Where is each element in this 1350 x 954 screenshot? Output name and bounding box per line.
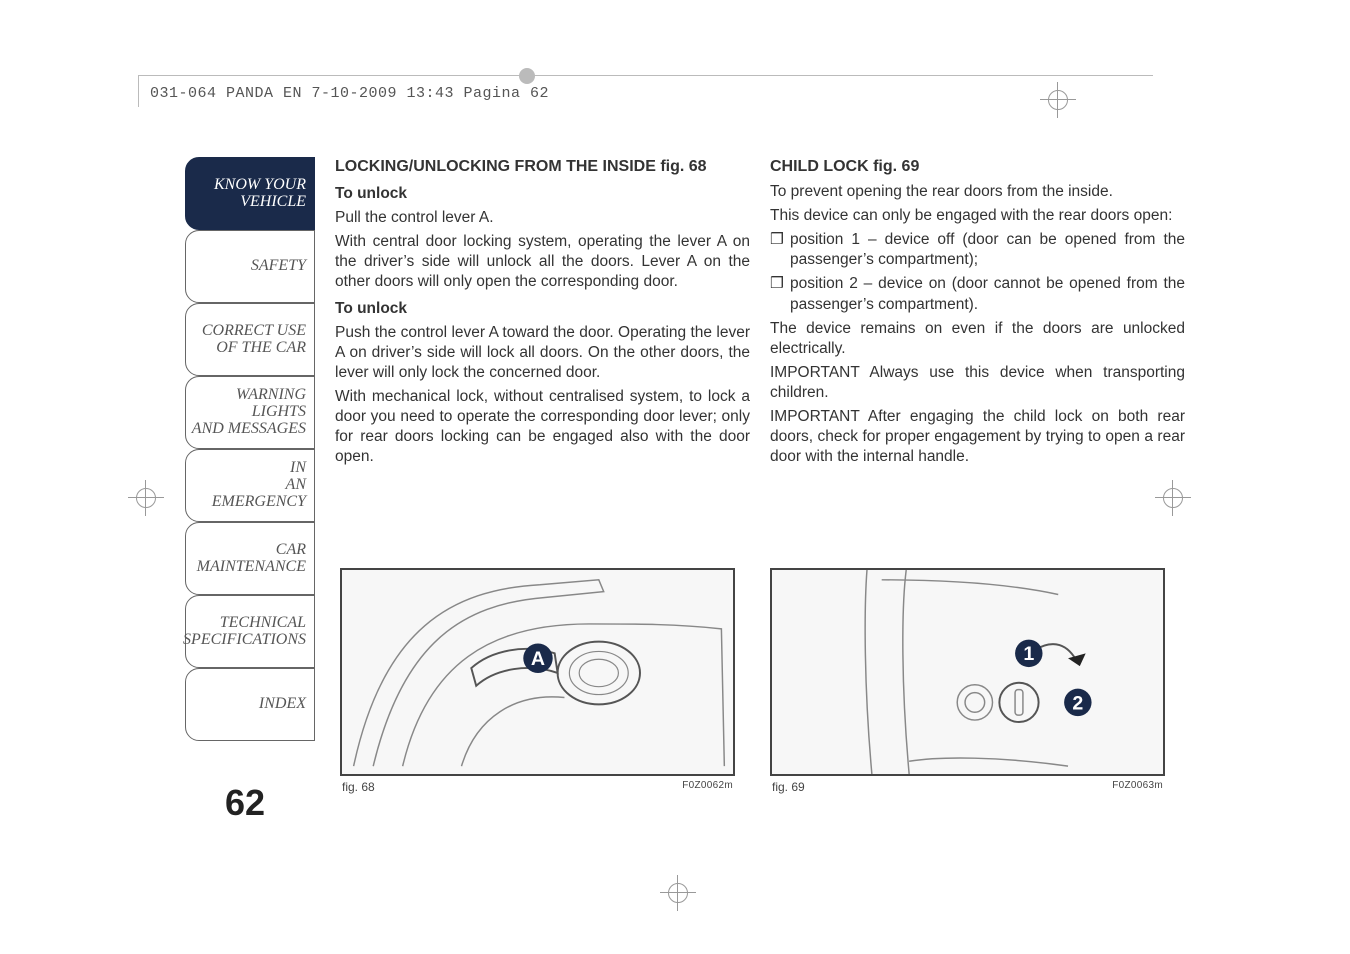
tab-label: KNOW YOUR [214,177,306,194]
tab-label: SPECIFICATIONS [183,632,306,649]
figure-code: F0Z0062m [682,780,733,794]
figure-68: A [340,568,735,776]
section-tabs: KNOW YOUR VEHICLE SAFETY CORRECT USE OF … [185,157,315,741]
tab-label: WARNING LIGHTS [190,387,306,421]
body-text: With central door locking system, operat… [335,232,750,292]
body-text: This device can only be engaged with the… [770,206,1185,226]
tab-index: INDEX [185,668,315,741]
body-text: Push the control lever A toward the door… [335,323,750,383]
bullet-marker: ❒ [770,274,784,314]
subhead-unlock-2: To unlock [335,299,750,319]
tab-label: IN [290,460,306,477]
tab-label: INDEX [259,696,306,713]
tab-warning-lights: WARNING LIGHTS AND MESSAGES [185,376,315,449]
tab-label: VEHICLE [240,194,306,211]
figure-68-wrap: A fig. 68 F0Z0062m [340,568,735,794]
tab-know-your-vehicle: KNOW YOUR VEHICLE [185,157,315,230]
body-text: IMPORTANT Always use this device when tr… [770,363,1185,403]
body-text: IMPORTANT After engaging the child lock … [770,407,1185,467]
page-root: 031-064 PANDA EN 7-10-2009 13:43 Pagina … [0,0,1350,954]
right-column: CHILD LOCK fig. 69 To prevent opening th… [770,157,1185,472]
registration-mark-bottom [660,875,696,911]
page-number: 62 [225,782,265,824]
tab-label: MAINTENANCE [197,559,306,576]
prepress-note: 031-064 PANDA EN 7-10-2009 13:43 Pagina … [150,85,549,102]
left-column: LOCKING/UNLOCKING FROM THE INSIDE fig. 6… [335,157,750,472]
body-text: To prevent opening the rear doors from t… [770,182,1185,202]
tab-label: TECHNICAL [220,615,306,632]
registration-mark-right [1155,480,1191,516]
tab-safety: SAFETY [185,230,315,303]
tab-label: OF THE CAR [216,340,306,357]
subhead-unlock-1: To unlock [335,184,750,204]
body-text: The device remains on even if the doors … [770,319,1185,359]
bullet-item: ❒ position 2 – device on (door cannot be… [770,274,1185,314]
tab-label: CORRECT USE [202,323,306,340]
figure-69: 1 2 [770,568,1165,776]
tab-label: SAFETY [251,258,306,275]
bullet-item: ❒ position 1 – device off (door can be o… [770,230,1185,270]
figure-69-caption: fig. 69 F0Z0063m [770,780,1165,794]
figure-caption-text: fig. 69 [772,780,805,794]
tab-label: AND MESSAGES [192,421,306,438]
tab-label: AN EMERGENCY [190,477,306,511]
body-text: With mechanical lock, without centralise… [335,387,750,468]
figure-label-1: 1 [1023,643,1034,665]
figure-69-wrap: 1 2 fig. 69 F0Z0063m [770,568,1165,794]
tab-maintenance: CAR MAINTENANCE [185,522,315,595]
heading-childlock: CHILD LOCK fig. 69 [770,157,1185,178]
figure-caption-text: fig. 68 [342,780,375,794]
figure-68-caption: fig. 68 F0Z0062m [340,780,735,794]
figure-label-2: 2 [1072,692,1083,714]
body-text: Pull the control lever A. [335,208,750,228]
tab-emergency: IN AN EMERGENCY [185,449,315,522]
bullet-text: position 2 – device on (door cannot be o… [790,274,1185,314]
bullet-text: position 1 – device off (door can be ope… [790,230,1185,270]
registration-mark-top [1040,82,1076,118]
tab-label: CAR [276,542,306,559]
figure-label-A: A [531,648,545,670]
registration-mark-left [128,480,164,516]
heading-locking: LOCKING/UNLOCKING FROM THE INSIDE fig. 6… [335,157,750,178]
tab-correct-use: CORRECT USE OF THE CAR [185,303,315,376]
figure-code: F0Z0063m [1112,780,1163,794]
tab-tech-specs: TECHNICAL SPECIFICATIONS [185,595,315,668]
bullet-marker: ❒ [770,230,784,270]
